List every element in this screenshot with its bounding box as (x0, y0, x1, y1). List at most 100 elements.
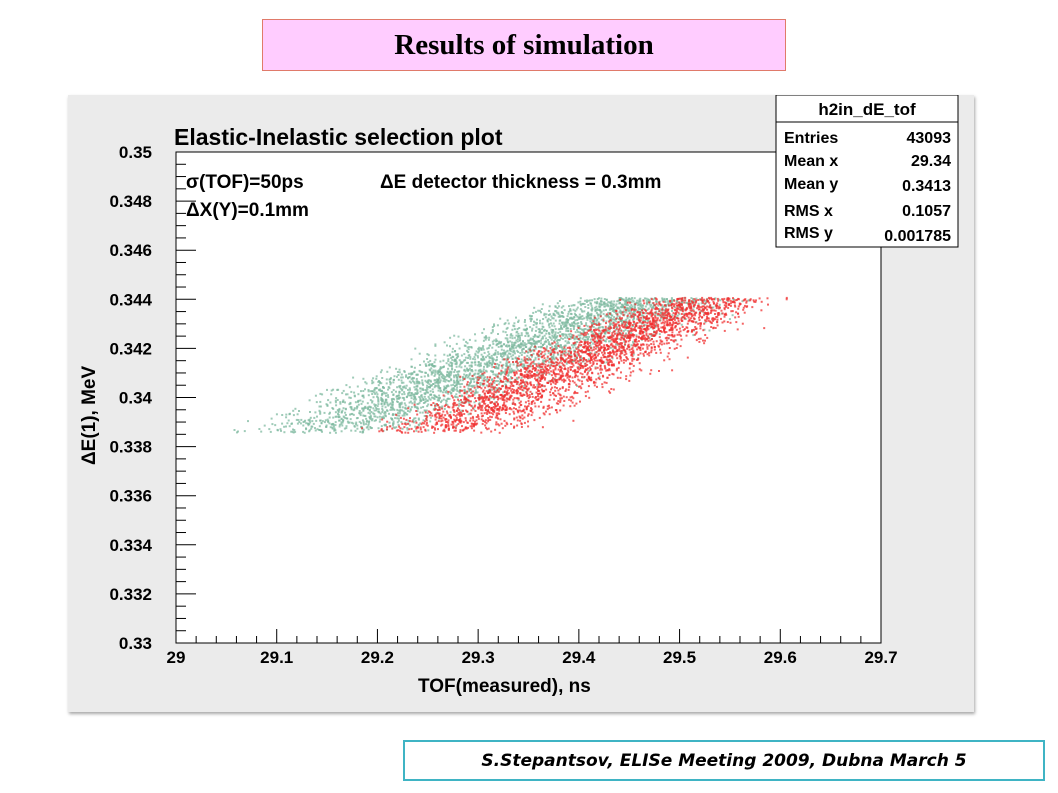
data-point (597, 317, 600, 320)
data-point (342, 389, 345, 392)
data-point (596, 328, 599, 331)
data-point (568, 354, 571, 357)
data-point (468, 390, 471, 393)
data-point (679, 308, 682, 311)
data-point (428, 364, 430, 367)
data-point (542, 405, 545, 408)
data-point (609, 343, 612, 346)
data-point (480, 358, 483, 361)
data-point (731, 310, 734, 313)
data-point (610, 300, 613, 303)
data-point (630, 312, 633, 315)
data-point (628, 323, 630, 325)
data-point (579, 317, 582, 320)
data-point (587, 343, 589, 346)
data-point (531, 327, 534, 330)
data-point (555, 387, 558, 389)
data-point (556, 335, 559, 338)
data-point (525, 369, 528, 371)
data-point (560, 326, 562, 329)
data-point (648, 351, 651, 354)
data-point (599, 326, 601, 329)
data-point (574, 372, 577, 375)
data-point (519, 404, 522, 407)
data-point (441, 419, 444, 422)
data-point (513, 389, 515, 392)
data-point (432, 383, 435, 385)
data-point (487, 419, 490, 421)
data-point (642, 354, 645, 357)
data-point (606, 303, 609, 306)
data-point (359, 414, 362, 417)
data-point (692, 334, 695, 337)
data-point (463, 428, 466, 431)
data-point (389, 425, 392, 428)
data-point (758, 297, 761, 300)
data-point (704, 334, 707, 336)
data-point (415, 380, 418, 383)
data-point (453, 410, 456, 413)
data-point (694, 328, 697, 330)
data-point (483, 400, 485, 403)
data-point (425, 409, 428, 412)
data-point (421, 421, 424, 424)
data-point (576, 360, 579, 363)
data-point (559, 358, 562, 361)
data-point (610, 320, 613, 323)
data-point (519, 386, 521, 388)
data-point (587, 317, 590, 319)
data-point (496, 388, 499, 391)
data-point (405, 374, 408, 377)
data-point (591, 349, 594, 352)
data-point (504, 337, 507, 340)
data-point (487, 398, 490, 401)
data-point (490, 416, 493, 419)
data-point (649, 313, 652, 316)
data-point (399, 404, 402, 407)
data-point (421, 382, 424, 385)
data-point (409, 388, 411, 391)
data-point (626, 298, 629, 301)
data-point (436, 385, 439, 388)
data-point (611, 314, 614, 317)
data-point (586, 390, 589, 393)
data-point (668, 358, 671, 361)
data-point (572, 328, 575, 330)
data-point (326, 404, 329, 407)
data-point (401, 414, 404, 417)
data-point (541, 390, 544, 393)
data-point (566, 376, 569, 379)
data-point (508, 344, 510, 347)
data-point (551, 324, 554, 327)
data-point (658, 319, 661, 322)
data-point (556, 339, 559, 341)
data-point (529, 317, 532, 320)
data-point (567, 333, 570, 336)
data-point (609, 307, 612, 310)
data-point (391, 414, 394, 416)
data-point (614, 304, 617, 307)
data-point (670, 304, 673, 307)
data-point (320, 422, 323, 425)
data-point (462, 409, 464, 412)
data-point (500, 364, 503, 367)
data-point (700, 309, 703, 312)
data-point (619, 333, 622, 336)
data-point (628, 305, 631, 308)
data-point (472, 390, 475, 393)
data-point (651, 325, 653, 328)
data-point (395, 367, 398, 370)
data-point (429, 369, 432, 372)
data-point (635, 334, 638, 337)
data-point (302, 424, 305, 427)
data-point (594, 336, 597, 339)
data-point (431, 388, 434, 391)
data-point (612, 306, 615, 309)
data-point (598, 306, 601, 309)
data-point (414, 417, 417, 420)
data-point (422, 406, 425, 408)
data-point (636, 343, 639, 346)
data-point (622, 347, 625, 350)
data-point (523, 385, 526, 387)
data-point (491, 326, 494, 329)
